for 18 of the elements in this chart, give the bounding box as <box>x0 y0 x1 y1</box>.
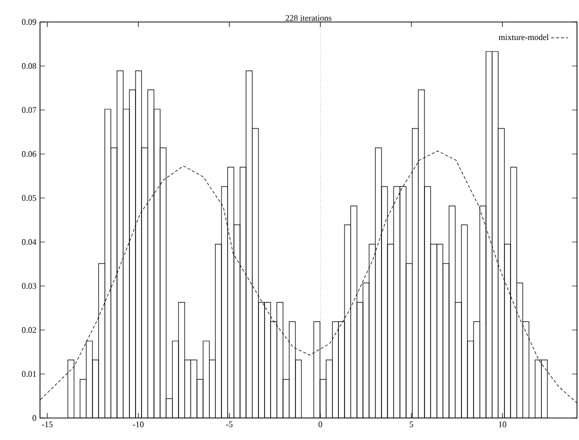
y-tick-label: 0.01 <box>22 371 36 377</box>
y-tick-label: 0.08 <box>22 63 36 69</box>
x-tick-label: -10 <box>132 422 144 428</box>
legend-label: mixture-model <box>498 34 549 40</box>
y-tick-label: 0.06 <box>22 151 36 157</box>
y-tick-label: 0.03 <box>22 283 36 289</box>
y-tick-label: 0.04 <box>22 239 36 245</box>
y-tick-label: 0.09 <box>22 19 36 25</box>
y-tick-label: 0 <box>32 415 36 421</box>
x-tick-label: 0 <box>318 422 322 428</box>
x-tick-label: -15 <box>42 422 53 428</box>
x-tick-label: 10 <box>498 422 506 428</box>
y-tick-label: 0.02 <box>22 327 36 333</box>
y-tick-label: 0.05 <box>22 195 36 201</box>
chart-title: 228 iterations <box>286 15 332 21</box>
x-tick-label: 5 <box>410 422 414 428</box>
x-tick-label: -5 <box>226 422 233 428</box>
y-tick-label: 0.07 <box>22 107 36 113</box>
